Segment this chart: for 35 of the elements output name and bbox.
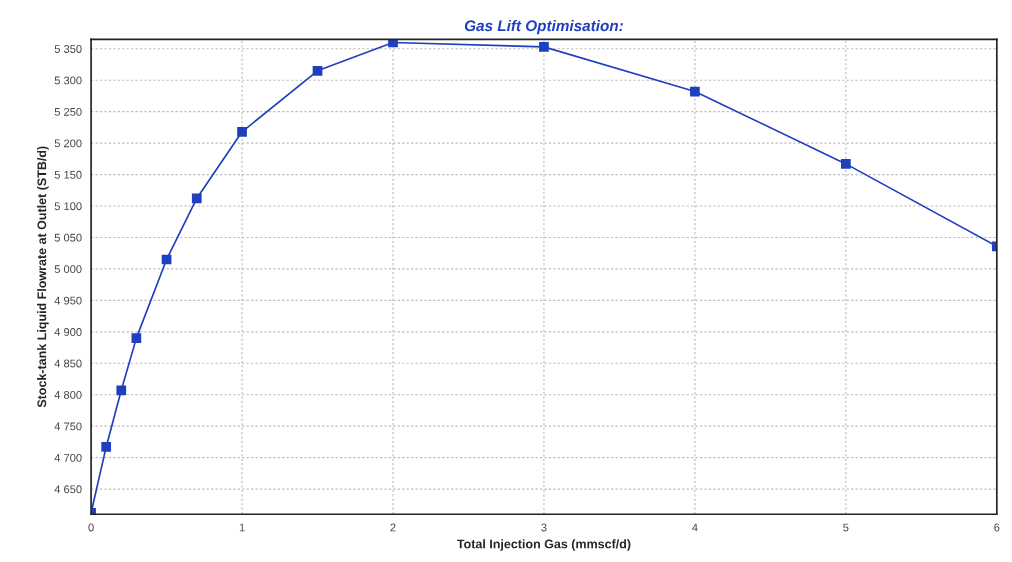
point [539, 42, 549, 52]
x-tick-label: 0 [88, 523, 94, 532]
y-tick-label: 4 750 [54, 422, 82, 431]
point [388, 39, 398, 48]
y-tick-label: 4 900 [54, 328, 82, 336]
y-tick-label: 4 950 [54, 296, 82, 305]
x-tick-label: 5 [843, 523, 849, 532]
y-tick-label: 4 850 [54, 359, 82, 368]
y-tick-label: 5 250 [54, 107, 82, 116]
y-tick-label: 5 150 [54, 170, 82, 179]
x-tick-label: 1 [239, 523, 245, 532]
y-tick-label: 5 350 [54, 45, 82, 53]
x-tick-label: 3 [541, 523, 547, 532]
y-tick-label: 5 200 [54, 139, 82, 148]
point [841, 159, 851, 169]
x-axis-title: Total Injection Gas (mmscf/d) [457, 539, 631, 551]
x-tick-label: 6 [994, 523, 1000, 532]
point [191, 193, 202, 204]
y-tick-label: 5 100 [54, 202, 82, 211]
x-tick-label: 2 [390, 523, 396, 532]
point [312, 65, 323, 76]
point [237, 126, 247, 137]
y-tick-label: 5 300 [54, 76, 82, 85]
point [101, 442, 112, 452]
point [690, 86, 700, 97]
y-tick-label: 4 700 [54, 453, 82, 462]
point [131, 333, 142, 343]
y-tick-label: 4 650 [54, 485, 82, 494]
x-tick-label: 4 [692, 523, 698, 532]
y-tick-label: 4 800 [54, 390, 82, 399]
y-tick-label: 5 050 [54, 233, 82, 242]
chart-title: Gas Lift Optimisation: [464, 19, 623, 35]
y-tick-label: 5 000 [54, 265, 82, 274]
point [116, 385, 127, 396]
y-axis-title: Stock-tank Liquid Flowrate at Outlet (STB/d) [37, 146, 49, 408]
